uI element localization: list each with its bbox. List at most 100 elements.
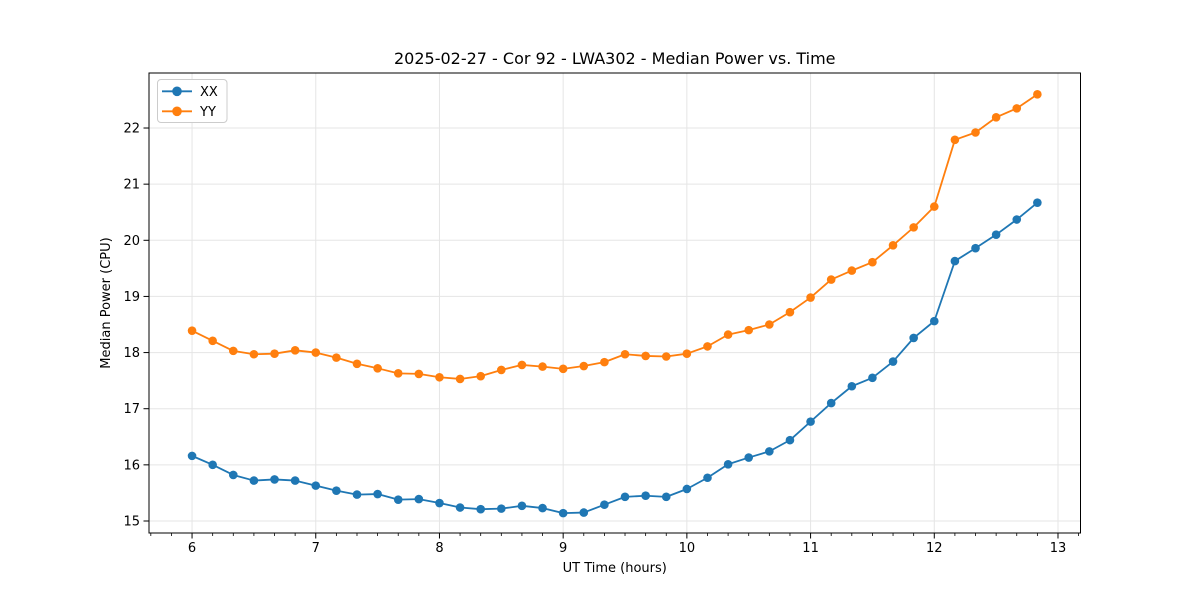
data-point-xx: [208, 460, 217, 470]
data-point-yy: [682, 349, 692, 358]
data-point-yy: [888, 241, 898, 250]
data-point-yy: [208, 336, 217, 346]
grid-lines: [149, 73, 1081, 533]
legend-marker-xx: [172, 86, 182, 97]
data-point-yy: [847, 266, 857, 275]
axis-ticks: [143, 127, 1080, 539]
y-axis-label: Median Power (CPU): [99, 237, 114, 368]
data-point-xx: [620, 492, 630, 502]
data-point-yy: [517, 360, 527, 370]
x-tick-label: 12: [926, 541, 943, 556]
data-point-xx: [661, 492, 671, 502]
data-point-xx: [991, 230, 1001, 239]
data-point-yy: [661, 352, 671, 361]
data-point-yy: [373, 363, 382, 373]
data-point-yy: [785, 307, 795, 317]
x-tick-label: 9: [559, 541, 567, 556]
legend-marker-yy: [172, 106, 182, 117]
data-point-xx: [538, 503, 547, 513]
data-point-yy: [352, 359, 362, 369]
data-point-yy: [311, 348, 321, 357]
data-point-xx: [414, 494, 424, 504]
y-tick-label: 15: [123, 514, 140, 529]
y-tick-label: 20: [123, 234, 140, 249]
y-tick-label: 21: [123, 178, 140, 193]
data-point-yy: [435, 372, 444, 382]
data-point-xx: [579, 508, 589, 517]
data-point-yy: [723, 330, 733, 339]
data-point-yy: [806, 293, 815, 302]
data-point-yy: [765, 320, 774, 329]
plot-border: [148, 72, 1081, 534]
data-point-xx: [187, 451, 197, 461]
data-point-xx: [723, 459, 733, 469]
data-point-xx: [270, 475, 279, 484]
x-tick-label: 6: [188, 541, 196, 556]
x-tick-label: 7: [312, 541, 320, 556]
data-point-xx: [517, 501, 527, 511]
data-point-xx: [352, 490, 362, 499]
data-point-xx: [950, 256, 960, 266]
data-point-yy: [393, 369, 403, 378]
legend: XX YY: [157, 79, 228, 123]
data-point-yy: [929, 202, 939, 211]
data-point-yy: [600, 357, 609, 367]
x-tick-label: 8: [435, 541, 443, 556]
data-point-xx: [826, 398, 836, 408]
data-point-yy: [455, 374, 465, 384]
data-point-yy: [909, 223, 918, 232]
y-tick-label: 18: [123, 346, 140, 361]
data-point-xx: [785, 435, 795, 445]
data-point-xx: [847, 381, 857, 391]
x-tick-label: 11: [802, 541, 819, 556]
data-point-xx: [476, 504, 485, 514]
data-point-yy: [1033, 90, 1042, 99]
axes-frame: [148, 72, 1081, 534]
data-point-yy: [950, 135, 960, 145]
data-point-xx: [744, 453, 754, 462]
data-point-yy: [538, 362, 547, 371]
x-axis-label: UT Time (hours): [563, 561, 667, 576]
data-point-xx: [290, 476, 300, 485]
data-point-yy: [620, 349, 630, 359]
data-point-yy: [414, 369, 424, 379]
data-point-yy: [744, 325, 754, 335]
legend-label-yy: YY: [199, 105, 216, 120]
data-point-yy: [332, 353, 341, 362]
data-point-xx: [558, 508, 568, 518]
data-point-yy: [249, 349, 259, 359]
chart-title: 2025-02-27 - Cor 92 - LWA302 - Median Po…: [394, 49, 836, 68]
data-point-xx: [249, 476, 259, 485]
y-tick-label: 16: [123, 458, 140, 473]
data-point-xx: [228, 470, 238, 480]
data-point-xx: [888, 357, 898, 366]
data-point-xx: [332, 486, 341, 495]
data-point-xx: [455, 503, 465, 512]
data-point-xx: [1033, 198, 1042, 207]
data-point-yy: [641, 351, 650, 361]
data-point-xx: [765, 447, 774, 456]
data-point-yy: [703, 342, 712, 351]
data-point-xx: [971, 243, 980, 253]
data-point-xx: [703, 473, 712, 483]
y-tick-label: 19: [123, 290, 140, 305]
data-point-xx: [435, 498, 444, 508]
data-point-yy: [270, 349, 279, 358]
data-point-xx: [600, 500, 609, 510]
data-point-xx: [373, 489, 382, 499]
data-point-yy: [290, 346, 300, 355]
data-point-yy: [497, 365, 506, 375]
data-point-xx: [682, 484, 692, 494]
legend-label-xx: XX: [200, 85, 218, 100]
data-point-xx: [311, 481, 321, 490]
tick-labels: 6 7 8 9 10 11 12 13 15 16 17 18 19 20 21 22: [123, 122, 1066, 556]
y-tick-label: 17: [123, 402, 140, 417]
data-point-yy: [991, 113, 1001, 122]
data-point-yy: [868, 257, 877, 267]
data-point-xx: [929, 316, 939, 326]
data-point-yy: [579, 361, 589, 371]
data-point-xx: [909, 333, 918, 343]
data-point-xx: [1012, 215, 1022, 224]
x-tick-label: 10: [679, 541, 696, 556]
